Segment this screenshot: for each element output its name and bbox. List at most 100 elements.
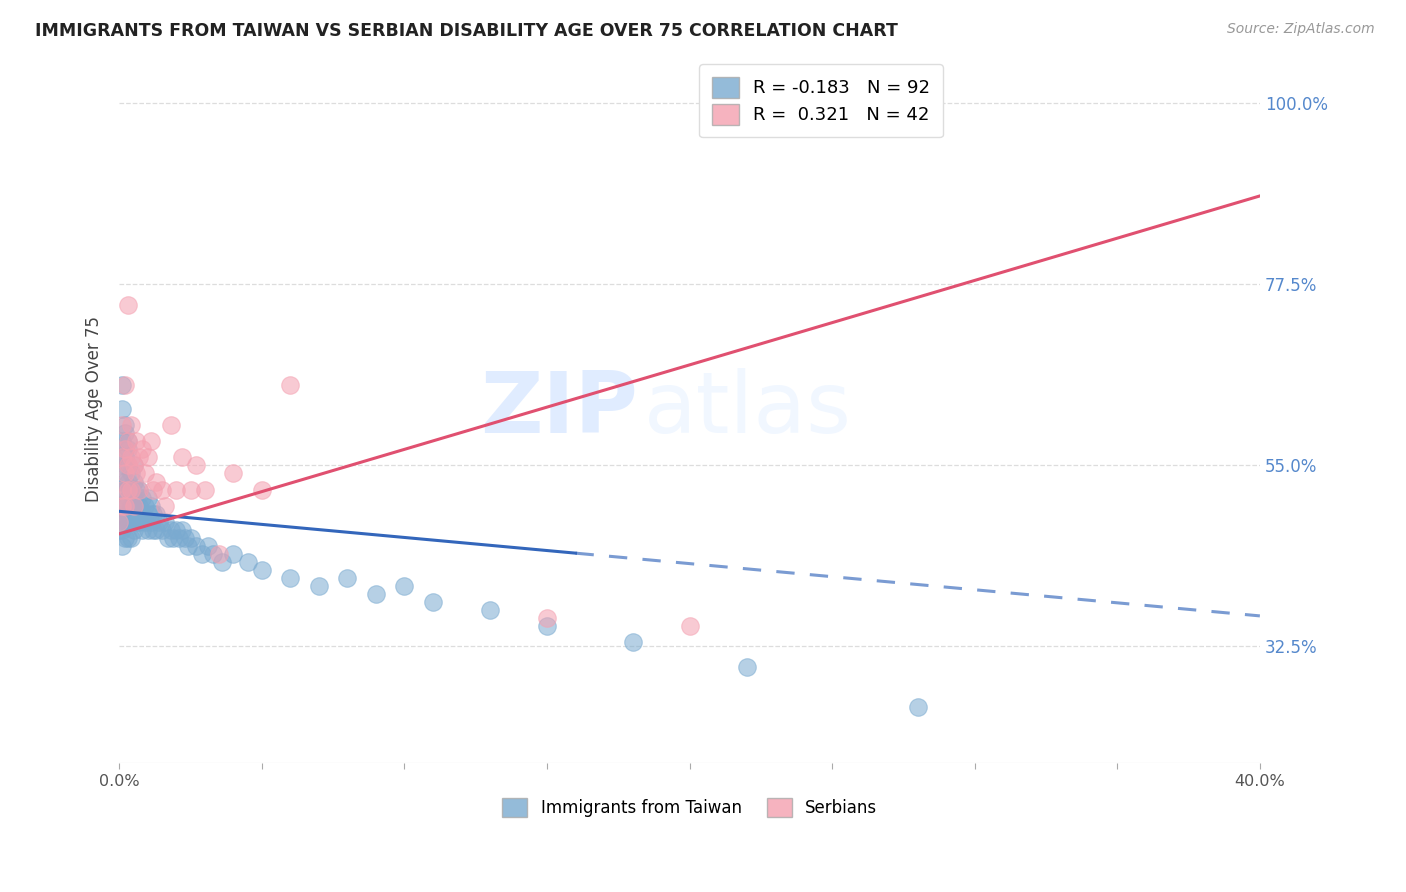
Point <box>111 483 134 497</box>
Point <box>114 483 136 497</box>
Point <box>117 491 139 505</box>
Point <box>120 499 142 513</box>
Point <box>122 507 145 521</box>
Point <box>150 523 173 537</box>
Point <box>142 483 165 497</box>
Point <box>134 499 156 513</box>
Point <box>111 418 134 433</box>
Point <box>208 547 231 561</box>
Point <box>125 483 148 497</box>
Point <box>156 531 179 545</box>
Point <box>114 418 136 433</box>
Point <box>170 450 193 465</box>
Point <box>536 619 558 633</box>
Point <box>122 458 145 473</box>
Point <box>139 434 162 449</box>
Point <box>117 458 139 473</box>
Point <box>250 563 273 577</box>
Point <box>114 475 136 489</box>
Point <box>111 483 134 497</box>
Point <box>167 531 190 545</box>
Point <box>114 426 136 441</box>
Point <box>114 442 136 457</box>
Point <box>114 499 136 513</box>
Point <box>114 442 136 457</box>
Point <box>120 450 142 465</box>
Point <box>142 507 165 521</box>
Point <box>170 523 193 537</box>
Point <box>120 418 142 433</box>
Point <box>422 595 444 609</box>
Point <box>159 523 181 537</box>
Point <box>111 434 134 449</box>
Text: Source: ZipAtlas.com: Source: ZipAtlas.com <box>1227 22 1375 37</box>
Point <box>125 499 148 513</box>
Point <box>308 579 330 593</box>
Point <box>114 467 136 481</box>
Point <box>136 450 159 465</box>
Point <box>142 523 165 537</box>
Legend: Immigrants from Taiwan, Serbians: Immigrants from Taiwan, Serbians <box>494 789 886 826</box>
Point <box>117 483 139 497</box>
Point <box>222 467 245 481</box>
Point <box>111 378 134 392</box>
Point <box>111 475 134 489</box>
Point <box>117 434 139 449</box>
Point <box>120 483 142 497</box>
Point <box>186 458 208 473</box>
Point <box>191 547 214 561</box>
Point <box>478 603 501 617</box>
Point <box>180 483 202 497</box>
Point <box>621 635 644 649</box>
Point <box>139 515 162 529</box>
Point <box>134 467 156 481</box>
Point <box>120 483 142 497</box>
Point <box>111 515 134 529</box>
Point <box>222 547 245 561</box>
Point <box>735 659 758 673</box>
Point <box>117 434 139 449</box>
Point <box>114 450 136 465</box>
Point <box>108 507 131 521</box>
Point <box>364 587 387 601</box>
Text: ZIP: ZIP <box>481 368 638 450</box>
Point <box>111 458 134 473</box>
Point <box>131 523 153 537</box>
Point <box>148 515 170 529</box>
Point <box>117 442 139 457</box>
Point <box>150 483 173 497</box>
Point <box>536 611 558 625</box>
Point <box>173 531 195 545</box>
Point <box>114 378 136 392</box>
Point <box>117 531 139 545</box>
Point <box>111 523 134 537</box>
Point <box>111 539 134 553</box>
Point <box>907 699 929 714</box>
Point <box>108 499 131 513</box>
Point <box>111 402 134 417</box>
Point <box>111 499 134 513</box>
Point <box>145 523 167 537</box>
Point <box>128 483 150 497</box>
Point <box>153 499 176 513</box>
Point <box>280 378 302 392</box>
Point <box>136 523 159 537</box>
Point <box>117 507 139 521</box>
Point <box>145 507 167 521</box>
Point <box>211 555 233 569</box>
Point <box>280 571 302 585</box>
Point <box>153 515 176 529</box>
Point <box>128 515 150 529</box>
Point <box>165 523 187 537</box>
Point <box>180 531 202 545</box>
Point <box>128 483 150 497</box>
Point <box>136 491 159 505</box>
Point <box>202 547 225 561</box>
Point <box>131 507 153 521</box>
Point <box>114 515 136 529</box>
Point <box>125 515 148 529</box>
Point <box>108 523 131 537</box>
Point <box>111 450 134 465</box>
Point <box>114 499 136 513</box>
Point <box>120 467 142 481</box>
